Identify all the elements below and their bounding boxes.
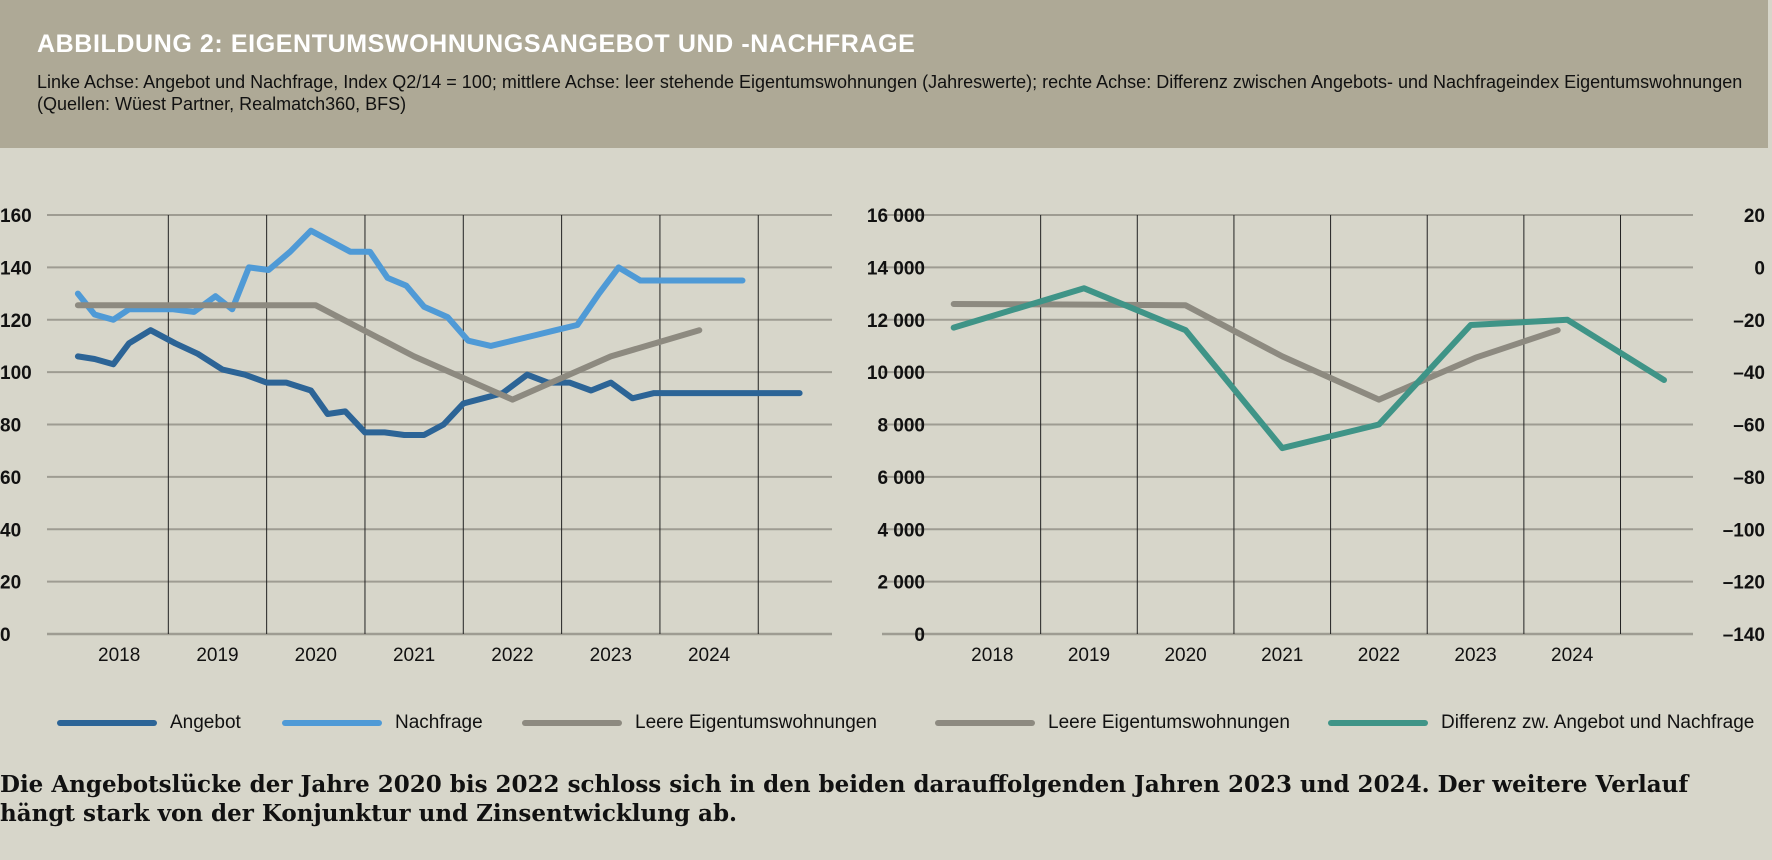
- x-tick-label-0-4: 2022: [491, 645, 533, 666]
- figure-caption: Die Angebotslücke der Jahre 2020 bis 202…: [0, 771, 1689, 827]
- figure-subtitle: Linke Achse: Angebot und Nachfrage, Inde…: [37, 72, 1743, 114]
- series-line-0-angebot: [74, 327, 803, 438]
- y-tick-label-left-1-1: 2 000: [877, 573, 925, 594]
- y-tick-label-left-1-0: 0: [914, 625, 925, 646]
- x-tick-label-0-5: 2023: [590, 645, 632, 666]
- legend-label-leere-left: Leere Eigentumswohnungen: [635, 712, 877, 733]
- legend-swatch-leere-right: [935, 720, 1035, 726]
- y-tick-label-left-0-6: 120: [0, 311, 32, 332]
- legend-label-nachfrage: Nachfrage: [395, 712, 483, 733]
- x-tick-label-1-5: 2023: [1454, 645, 1496, 666]
- x-tick-label-0-2: 2020: [295, 645, 337, 666]
- series-line-1-differenz-zw-angebot-und-nachfrage: [950, 285, 1667, 452]
- y-tick-label-left-0-1: 20: [0, 573, 21, 594]
- y-tick-label-right-1-0: –140: [1723, 625, 1765, 646]
- x-tick-label-1-0: 2018: [971, 645, 1013, 666]
- y-tick-label-left-1-7: 14 000: [867, 258, 925, 279]
- y-tick-label-left-0-0: 0: [0, 625, 11, 646]
- legend-label-differenz: Differenz zw. Angebot und Nachfrage: [1441, 712, 1755, 733]
- legend-swatch-nachfrage: [282, 720, 382, 726]
- y-tick-label-left-1-8: 16 000: [867, 206, 925, 227]
- figure-title: ABBILDUNG 2: EIGENTUMSWOHNUNGSANGEBOT UN…: [37, 30, 916, 58]
- legend-swatch-leere-left: [522, 720, 622, 726]
- y-tick-label-left-0-5: 100: [0, 363, 32, 384]
- legend-swatch-differenz: [1328, 720, 1428, 726]
- y-tick-label-left-0-3: 60: [0, 468, 21, 489]
- legend-label-angebot: Angebot: [170, 712, 241, 733]
- legend-swatch-angebot: [57, 720, 157, 726]
- x-tick-label-0-0: 2018: [98, 645, 140, 666]
- x-tick-label-1-1: 2019: [1068, 645, 1110, 666]
- y-tick-label-right-1-8: 20: [1744, 206, 1765, 227]
- y-tick-label-right-1-2: –100: [1723, 520, 1765, 541]
- series-line-0-leere-eigentumswohnungen: [74, 302, 703, 403]
- y-tick-label-left-1-4: 8 000: [877, 416, 925, 437]
- y-tick-label-left-1-2: 4 000: [877, 520, 925, 541]
- x-tick-label-1-6: 2024: [1551, 645, 1594, 666]
- figure-header: ABBILDUNG 2: EIGENTUMSWOHNUNGSANGEBOT UN…: [0, 0, 1768, 148]
- y-tick-label-right-1-3: –80: [1733, 468, 1765, 489]
- y-tick-label-left-0-8: 160: [0, 206, 32, 227]
- y-tick-label-left-1-6: 12 000: [867, 311, 925, 332]
- y-tick-label-right-1-5: –40: [1733, 363, 1765, 384]
- series-line-0-nachfrage: [74, 227, 746, 349]
- series-line-1-leere-eigentumswohnungen: [950, 301, 1561, 403]
- y-tick-label-left-1-5: 10 000: [867, 363, 925, 384]
- legend-label-leere-right: Leere Eigentumswohnungen: [1048, 712, 1290, 733]
- y-tick-label-left-0-4: 80: [0, 416, 21, 437]
- x-tick-label-1-2: 2020: [1164, 645, 1206, 666]
- y-tick-label-right-1-7: 0: [1754, 258, 1765, 279]
- y-tick-label-left-0-2: 40: [0, 520, 21, 541]
- x-tick-label-1-4: 2022: [1358, 645, 1400, 666]
- legend: Angebot Nachfrage Leere Eigentumswohnung…: [0, 708, 1772, 738]
- x-tick-label-0-3: 2021: [393, 645, 435, 666]
- x-tick-label-1-3: 2021: [1261, 645, 1303, 666]
- y-tick-label-right-1-4: –60: [1733, 416, 1765, 437]
- x-tick-label-0-6: 2024: [688, 645, 731, 666]
- y-tick-label-right-1-1: –120: [1723, 573, 1765, 594]
- x-tick-label-0-1: 2019: [196, 645, 238, 666]
- y-tick-label-left-0-7: 140: [0, 258, 32, 279]
- y-tick-label-right-1-6: –20: [1733, 311, 1765, 332]
- y-tick-label-left-1-3: 6 000: [877, 468, 925, 489]
